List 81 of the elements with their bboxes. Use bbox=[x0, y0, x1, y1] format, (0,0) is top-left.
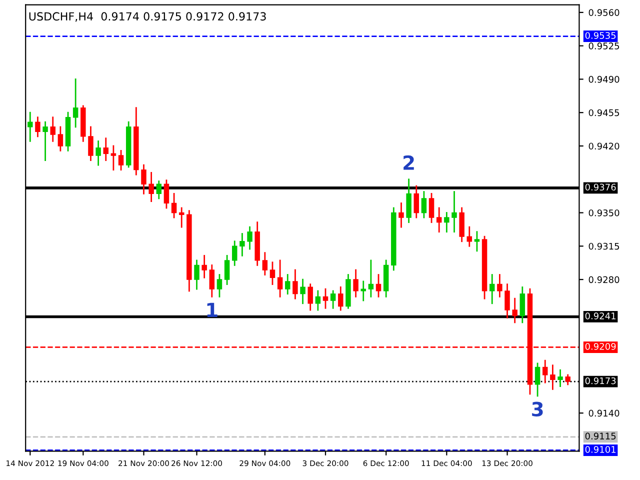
candlestick bbox=[436, 207, 442, 233]
candlestick bbox=[406, 178, 412, 223]
y-tick-label: 0.9140 bbox=[588, 410, 620, 417]
candlestick bbox=[322, 288, 328, 309]
candlestick bbox=[512, 298, 518, 324]
annotation: 3 bbox=[532, 402, 543, 416]
y-tick-label: 0.9350 bbox=[588, 209, 620, 216]
ref-line-label: 0.9535 bbox=[585, 32, 616, 39]
candlestick bbox=[459, 207, 464, 242]
candlestick bbox=[489, 274, 495, 304]
candlestick bbox=[262, 252, 268, 276]
candlestick bbox=[148, 172, 154, 202]
candlestick bbox=[474, 231, 480, 252]
candlestick bbox=[330, 290, 336, 309]
candlestick bbox=[103, 138, 108, 161]
ref-line-label: 0.9241 bbox=[585, 312, 616, 320]
candlestick bbox=[171, 192, 177, 218]
candlestick bbox=[444, 212, 450, 233]
candlestick bbox=[292, 269, 298, 300]
candlestick bbox=[534, 362, 540, 397]
candlestick bbox=[376, 274, 382, 298]
candlestick bbox=[88, 126, 94, 161]
candlestick bbox=[42, 121, 48, 161]
candlestick bbox=[414, 185, 419, 218]
candlestick bbox=[247, 226, 252, 250]
candlestick bbox=[550, 364, 556, 390]
annotation: 1 bbox=[207, 302, 218, 318]
candlestick bbox=[110, 145, 116, 171]
candlestick bbox=[224, 254, 230, 285]
candlestick bbox=[209, 264, 215, 298]
y-tick-label: 0.9525 bbox=[588, 42, 620, 50]
candlestick bbox=[164, 180, 170, 209]
candlestick bbox=[565, 374, 570, 386]
candlestick bbox=[452, 191, 457, 233]
candlestick bbox=[315, 290, 321, 311]
ref-line-label: 0.9173 bbox=[585, 377, 616, 384]
y-tick-label: 0.9280 bbox=[588, 276, 620, 284]
candlestick bbox=[118, 150, 124, 171]
candlestick bbox=[141, 164, 146, 194]
text: USDCHF,H4 0.9174 0.9175 0.9172 0.9173 bbox=[29, 12, 266, 22]
candlestick bbox=[35, 116, 40, 138]
candlestick bbox=[58, 126, 64, 152]
candlestick bbox=[398, 202, 404, 228]
candlestick bbox=[338, 286, 344, 311]
candlestick bbox=[428, 192, 434, 223]
ref-line-label: 0.9209 bbox=[585, 343, 616, 350]
y-tick-label: 0.9560 bbox=[588, 9, 620, 16]
ref-line-label: 0.9101 bbox=[585, 446, 616, 453]
candlestick bbox=[194, 260, 200, 290]
candlestick bbox=[360, 280, 366, 302]
candlestick bbox=[178, 207, 184, 228]
candlestick bbox=[542, 360, 548, 384]
candlestick bbox=[308, 284, 313, 311]
candlestick bbox=[202, 254, 207, 278]
ref-line-label: 0.9376 bbox=[585, 184, 616, 191]
y-tick-label: 0.9315 bbox=[588, 242, 620, 250]
y-tick-label: 0.9490 bbox=[588, 76, 620, 83]
candlestick bbox=[50, 116, 56, 142]
candlestick bbox=[558, 369, 563, 388]
annotation: 2 bbox=[404, 155, 414, 170]
candlestick bbox=[466, 226, 472, 247]
candlestick bbox=[497, 274, 502, 298]
candlestick bbox=[504, 284, 510, 318]
candlestick bbox=[270, 262, 276, 285]
y-tick-label: 0.9420 bbox=[588, 142, 620, 150]
y-tick-label: 0.9455 bbox=[588, 109, 620, 116]
candlestick bbox=[216, 274, 222, 298]
candlestick bbox=[72, 78, 78, 128]
candlestick bbox=[353, 269, 358, 298]
candlestick bbox=[300, 278, 306, 304]
candlestick bbox=[368, 260, 374, 298]
candlestick bbox=[240, 233, 245, 256]
candlestick bbox=[232, 240, 238, 266]
candlestick bbox=[156, 180, 162, 200]
candlestick bbox=[421, 191, 427, 218]
candlestick bbox=[28, 112, 33, 142]
candlestick bbox=[285, 274, 290, 295]
candlestick bbox=[96, 140, 101, 166]
candlestick bbox=[520, 286, 526, 324]
ref-line-label: 0.9115 bbox=[585, 432, 616, 440]
candlestick bbox=[277, 260, 283, 298]
